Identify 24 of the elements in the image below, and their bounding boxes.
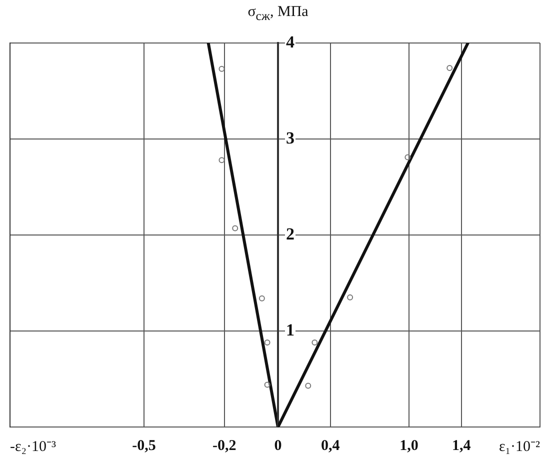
point: [264, 382, 270, 388]
x-axis-title: ε₁·10⁻²: [498, 439, 541, 455]
point: [305, 382, 312, 389]
point: [264, 340, 270, 346]
x-tick-label: 1,4: [452, 438, 472, 454]
point: [347, 294, 354, 300]
y-axis-title: σ$_{сж}$, МПа: [248, 4, 308, 24]
point: [312, 340, 318, 346]
x-tick-label: -0,5: [132, 438, 156, 454]
x-tick-label: 1,0: [400, 438, 418, 454]
y-tick-label: 2: [286, 224, 294, 244]
y-tick-label: 3: [286, 128, 294, 148]
point: [404, 154, 411, 160]
x-axis-title: -ε₂·10⁻³: [10, 439, 57, 455]
x-tick-label: 0: [274, 438, 282, 454]
point: [218, 157, 225, 164]
x-tick-label: -0,2: [212, 438, 236, 454]
x-tick-label: 0,4: [321, 438, 340, 454]
y-tick-label: 4: [286, 32, 295, 52]
point: [258, 295, 265, 302]
y-tick-label: 1: [286, 320, 294, 340]
point: [446, 64, 453, 71]
point: [218, 66, 225, 72]
point: [232, 225, 238, 232]
